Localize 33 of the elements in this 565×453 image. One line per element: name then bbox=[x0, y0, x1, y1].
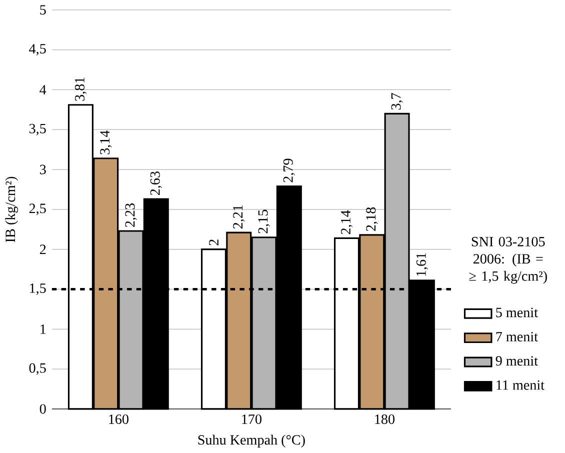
legend-label: 5 menit bbox=[496, 308, 538, 318]
data-label: 3,7 bbox=[391, 93, 403, 110]
data-label: 3,81 bbox=[74, 78, 86, 101]
y-tick-label: 3,5 bbox=[29, 124, 46, 136]
ref-line-label: SNI 03-2105 2006: (IB = ≥ 1,5 kg/cm²) bbox=[469, 237, 547, 284]
y-tick-label: 1,5 bbox=[30, 284, 46, 296]
data-label: 2,15 bbox=[258, 210, 270, 234]
x-tick-label: 170 bbox=[242, 414, 262, 424]
legend-label: 7 menit bbox=[496, 332, 538, 342]
x-tick-label: 160 bbox=[109, 414, 128, 424]
y-tick-label: 2 bbox=[40, 244, 46, 254]
y-tick-label: 0,5 bbox=[29, 363, 46, 375]
data-label: 2,23 bbox=[125, 204, 137, 228]
data-label: 2,14 bbox=[341, 210, 352, 234]
y-tick-label: 2,5 bbox=[29, 204, 46, 216]
y-tick-label: 1 bbox=[40, 324, 46, 334]
data-label: 2,79 bbox=[283, 158, 295, 182]
y-axis-title: IB (kg/cm²) bbox=[5, 176, 18, 242]
data-label: 2,18 bbox=[366, 208, 378, 232]
data-label: 2,21 bbox=[233, 205, 245, 229]
y-tick-label: 5 bbox=[40, 5, 46, 15]
legend-label: 9 menit bbox=[496, 356, 538, 366]
data-label: 3,14 bbox=[100, 130, 112, 154]
y-tick-label: 3 bbox=[40, 164, 46, 174]
data-label: 1,61 bbox=[416, 253, 428, 276]
y-tick-label: 4 bbox=[40, 85, 46, 94]
data-label: 2 bbox=[209, 240, 218, 246]
y-tick-label: 4,5 bbox=[29, 44, 46, 56]
x-tick-label: 180 bbox=[375, 414, 394, 424]
x-axis-title: Suhu Kempah (°C) bbox=[198, 434, 305, 448]
data-label: 2,63 bbox=[150, 172, 162, 196]
legend-label: 11 menit bbox=[496, 380, 544, 390]
y-tick-label: 0 bbox=[40, 404, 46, 414]
